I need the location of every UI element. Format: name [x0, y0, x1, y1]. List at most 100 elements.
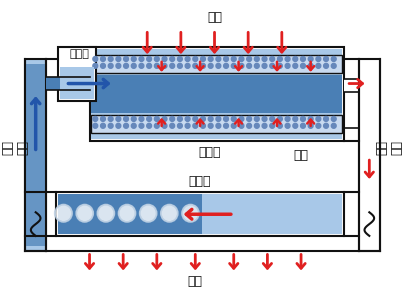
Circle shape	[185, 56, 190, 61]
Circle shape	[316, 116, 321, 121]
Text: 吸热: 吸热	[207, 11, 222, 24]
Circle shape	[131, 56, 136, 61]
Circle shape	[277, 123, 282, 128]
Circle shape	[93, 116, 98, 121]
Circle shape	[100, 56, 105, 61]
Text: 液体
通道: 液体 通道	[2, 140, 30, 155]
Circle shape	[331, 123, 336, 128]
Circle shape	[262, 63, 267, 68]
Text: 冷凝器: 冷凝器	[189, 175, 211, 188]
Circle shape	[239, 56, 244, 61]
Text: 管芯: 管芯	[294, 149, 309, 162]
Circle shape	[285, 116, 290, 121]
Circle shape	[224, 63, 228, 68]
Circle shape	[182, 204, 199, 222]
Bar	[92, 55, 342, 73]
Circle shape	[285, 63, 290, 68]
Circle shape	[139, 56, 144, 61]
Circle shape	[147, 123, 151, 128]
Circle shape	[224, 56, 228, 61]
Circle shape	[147, 116, 151, 121]
Circle shape	[270, 63, 275, 68]
Circle shape	[293, 63, 298, 68]
Circle shape	[100, 123, 105, 128]
Circle shape	[208, 116, 213, 121]
Circle shape	[108, 116, 113, 121]
Circle shape	[118, 204, 136, 222]
Circle shape	[200, 116, 205, 121]
Circle shape	[93, 56, 98, 61]
Circle shape	[116, 116, 121, 121]
Circle shape	[124, 56, 128, 61]
Circle shape	[270, 116, 275, 121]
Circle shape	[76, 204, 94, 222]
Circle shape	[231, 56, 236, 61]
Circle shape	[316, 56, 321, 61]
Bar	[60, 67, 94, 99]
Circle shape	[262, 56, 267, 61]
Circle shape	[162, 116, 167, 121]
Circle shape	[154, 56, 159, 61]
Circle shape	[216, 56, 221, 61]
Bar	[46, 77, 90, 90]
Circle shape	[93, 123, 98, 128]
Bar	[359, 59, 380, 251]
Circle shape	[131, 63, 136, 68]
Circle shape	[331, 63, 336, 68]
Circle shape	[224, 123, 228, 128]
Circle shape	[208, 63, 213, 68]
Bar	[92, 49, 342, 139]
Circle shape	[93, 63, 98, 68]
Circle shape	[331, 116, 336, 121]
Circle shape	[216, 123, 221, 128]
Circle shape	[161, 204, 178, 222]
Text: 储液腔: 储液腔	[69, 49, 89, 59]
Circle shape	[177, 123, 182, 128]
Circle shape	[185, 123, 190, 128]
Bar	[344, 79, 359, 92]
Circle shape	[285, 56, 290, 61]
Circle shape	[239, 123, 244, 128]
Circle shape	[139, 116, 144, 121]
Circle shape	[147, 56, 151, 61]
Circle shape	[208, 56, 213, 61]
Circle shape	[301, 116, 305, 121]
Circle shape	[193, 123, 198, 128]
Circle shape	[262, 116, 267, 121]
Circle shape	[131, 116, 136, 121]
Bar	[58, 47, 96, 101]
Circle shape	[270, 123, 275, 128]
Circle shape	[247, 123, 252, 128]
Circle shape	[224, 116, 228, 121]
Bar	[92, 115, 342, 133]
Circle shape	[270, 56, 275, 61]
Bar	[58, 194, 202, 234]
Circle shape	[162, 123, 167, 128]
Circle shape	[231, 63, 236, 68]
Circle shape	[193, 116, 198, 121]
Circle shape	[170, 56, 175, 61]
Circle shape	[177, 63, 182, 68]
Circle shape	[185, 116, 190, 121]
Circle shape	[124, 123, 128, 128]
Circle shape	[124, 63, 128, 68]
Text: 放热: 放热	[188, 274, 203, 288]
Circle shape	[301, 56, 305, 61]
Circle shape	[239, 63, 244, 68]
Bar	[25, 59, 46, 251]
Circle shape	[316, 63, 321, 68]
Circle shape	[216, 63, 221, 68]
Circle shape	[231, 123, 236, 128]
Circle shape	[154, 116, 159, 121]
Circle shape	[108, 63, 113, 68]
Circle shape	[100, 63, 105, 68]
Circle shape	[200, 123, 205, 128]
Circle shape	[254, 123, 259, 128]
Circle shape	[293, 123, 298, 128]
Circle shape	[277, 116, 282, 121]
Circle shape	[316, 123, 321, 128]
Circle shape	[324, 123, 328, 128]
Circle shape	[208, 123, 213, 128]
Circle shape	[100, 116, 105, 121]
Circle shape	[139, 123, 144, 128]
